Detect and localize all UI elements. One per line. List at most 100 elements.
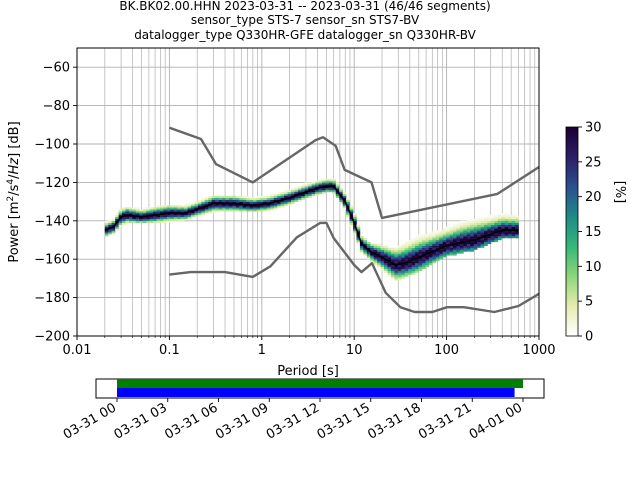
psd-cell [159,205,164,208]
mean-curve [104,185,519,266]
psd-cell [308,192,312,195]
psd-cell [222,203,226,206]
psd-cell [453,249,457,252]
psd-cell [470,230,474,233]
psd-cell [115,216,119,220]
psd-cell [484,220,488,223]
psd-cell [266,195,271,198]
psd-cell [349,220,354,223]
psd-cell [322,182,326,185]
psd-cell [342,203,347,206]
psd-cell [194,203,199,206]
psd-cell [118,224,123,227]
colorbar: 0 5 10 15 20 25 30 [%] [565,121,627,345]
psd-cell [404,245,409,248]
psd-cell [384,270,388,273]
psd-cell [504,224,509,227]
psd-cell [504,232,509,235]
psd-cell [394,247,399,250]
psd-cell [156,207,161,210]
psd-cell [142,213,147,216]
colorbar-tick-label: 5 [585,295,593,310]
psd-cell [453,238,457,241]
psd-cell [408,272,412,275]
psd-cell [173,211,178,214]
psd-cell [325,178,330,181]
psd-cell [466,228,471,231]
psd-cell [487,215,492,218]
psd-cell [197,211,202,214]
psd-cell [415,270,419,273]
psd-cell [277,197,281,200]
psd-cell [225,201,230,204]
psd-cell [511,213,516,216]
psd-cell [466,241,471,245]
psd-cell [425,249,430,252]
psd-cell [263,209,268,212]
psd-cell [232,203,237,206]
psd-cell [377,257,381,260]
psd-cell [446,236,450,239]
psd-cell [435,232,440,235]
psd-cell [384,255,388,258]
psd-cell [294,195,299,198]
psd-cell [297,188,302,191]
psd-cell [170,213,175,216]
psd-cell [490,218,495,221]
psd-cell [504,226,509,229]
psd-cell [494,228,499,231]
psd-cell [425,241,430,245]
psd-cell [235,201,240,204]
psd-cell [339,188,343,191]
psd-cell [425,243,430,246]
psd-cell [425,261,430,264]
psd-cell [187,213,192,216]
psd-cell [377,263,381,266]
psd-cell [449,232,454,235]
psd-cell [235,197,240,200]
psd-cell [177,207,181,210]
psd-cell [180,213,185,216]
psd-cell [349,224,354,227]
psd-cell [501,234,506,237]
psd-cell [425,247,430,250]
psd-cell [428,255,433,258]
psd-cell [253,197,257,200]
psd-cell [404,264,409,268]
psd-cell [453,230,457,233]
psd-cell [208,195,212,198]
psd-cell [456,247,461,250]
psd-cell [394,274,399,277]
psd-cell [421,255,426,258]
psd-cell [459,228,464,231]
psd-cell [446,253,450,256]
psd-cell [294,192,299,195]
psd-cell [290,197,295,200]
psd-cell [259,207,264,210]
psd-cell [477,230,481,233]
psd-cell [284,195,288,198]
psd-cell [473,247,478,250]
psd-cell [418,266,423,269]
psd-cell [232,209,237,212]
psd-cell [390,255,395,258]
psd-cell [270,197,275,200]
psd-cell [297,199,302,202]
psd-cell [432,232,437,235]
psd-cell [373,243,378,246]
psd-cell [159,207,164,210]
psd-cell [290,188,295,191]
psd-cell [501,230,506,233]
psd-cell [432,240,437,243]
psd-cell [294,186,299,189]
psd-cell [125,207,130,210]
psd-cell [411,247,416,250]
psd-cell [346,215,350,218]
psd-cell [280,199,285,202]
psd-cell [201,199,206,202]
psd-cell [177,209,181,212]
psd-cell [435,257,440,260]
psd-cell [187,207,192,210]
psd-cell [322,192,326,195]
psd-cell [149,207,154,210]
